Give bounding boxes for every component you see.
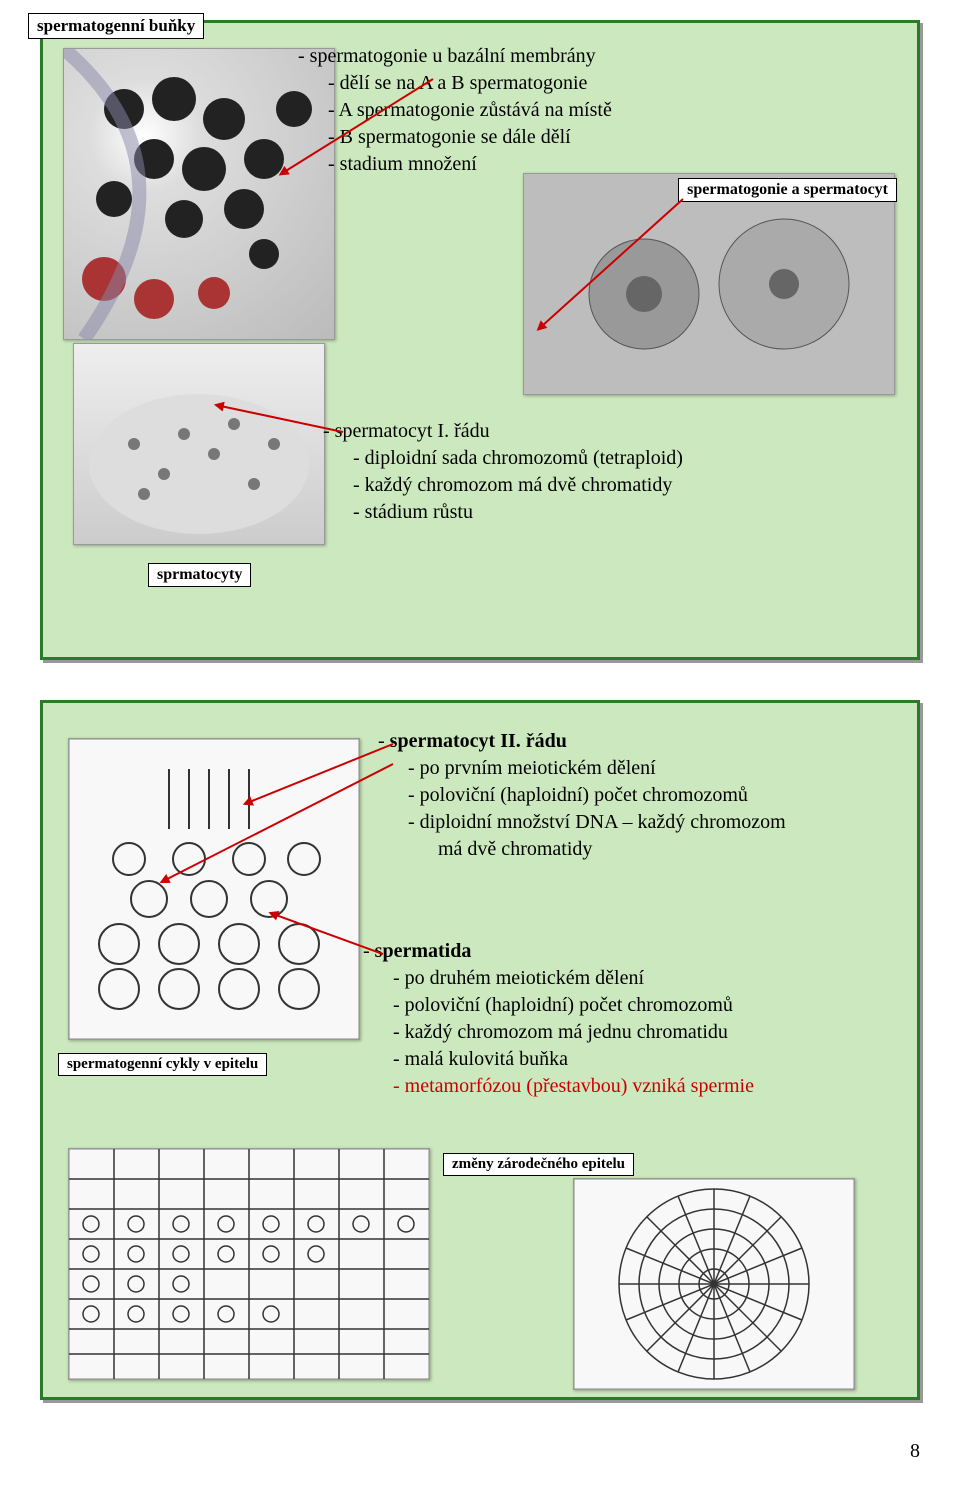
image-diagram-cycle-circle <box>573 1178 855 1390</box>
line-3: - A spermatogonie zůstává na místě <box>328 97 868 124</box>
image-diagram-epithelium <box>68 738 360 1040</box>
slide-1: spermatogenní buňky <box>40 20 920 660</box>
line-5: - stadium množení <box>328 151 868 178</box>
line-4-4: - každý chromozom má jednu chromatidu <box>393 1019 903 1046</box>
line-3-4: - diploidní množství DNA – každý chromoz… <box>408 809 908 836</box>
line-1: - spermatogonie u bazální membrány <box>298 43 868 70</box>
label-center: změny zárodečného epitelu <box>443 1153 634 1176</box>
label-left: spermatogenní cykly v epitelu <box>58 1053 267 1076</box>
line-2b: - diploidní sada chromozomů (tetraploid) <box>353 445 883 472</box>
line-lead-3: - spermatocyt II. řádu <box>378 728 908 755</box>
line-4b: - stádium růstu <box>353 499 883 526</box>
line-3-3: - poloviční (haploidní) počet chromozomů <box>408 782 908 809</box>
line-4-5: - malá kulovitá buňka <box>393 1046 903 1073</box>
slide-2: spermatogenní cykly v epitelu změny záro… <box>40 700 920 1400</box>
text-block-4: - spermatida - po druhém meiotickém děle… <box>363 938 903 1100</box>
text-block-3: - spermatocyt II. řádu - po prvním meiot… <box>378 728 908 863</box>
label-title: spermatogenní buňky <box>28 13 204 39</box>
line-4-6: - metamorfózou (přestavbou) vzniká sperm… <box>393 1073 903 1100</box>
line-lead-4: - spermatida <box>363 938 903 965</box>
line-4-3: - poloviční (haploidní) počet chromozomů <box>393 992 903 1019</box>
label-bottom: sprmatocyty <box>148 563 251 587</box>
line-3b: - každý chromozom má dvě chromatidy <box>353 472 883 499</box>
line-4-2: - po druhém meiotickém dělení <box>393 965 903 992</box>
image-histology-2 <box>73 343 325 545</box>
image-diagram-cycles <box>68 1148 430 1380</box>
line-lead-2: - spermatocyt I. řádu <box>323 418 883 445</box>
line-3-5: má dvě chromatidy <box>438 836 908 863</box>
line-4: - B spermatogonie se dále dělí <box>328 124 868 151</box>
label-right: spermatogonie a spermatocyt <box>678 178 897 202</box>
image-em <box>523 173 895 395</box>
text-block-2: - spermatocyt I. řádu - diploidní sada c… <box>323 418 883 526</box>
image-histology-1 <box>63 48 335 340</box>
line-3-2: - po prvním meiotickém dělení <box>408 755 908 782</box>
page-number: 8 <box>0 1440 960 1483</box>
